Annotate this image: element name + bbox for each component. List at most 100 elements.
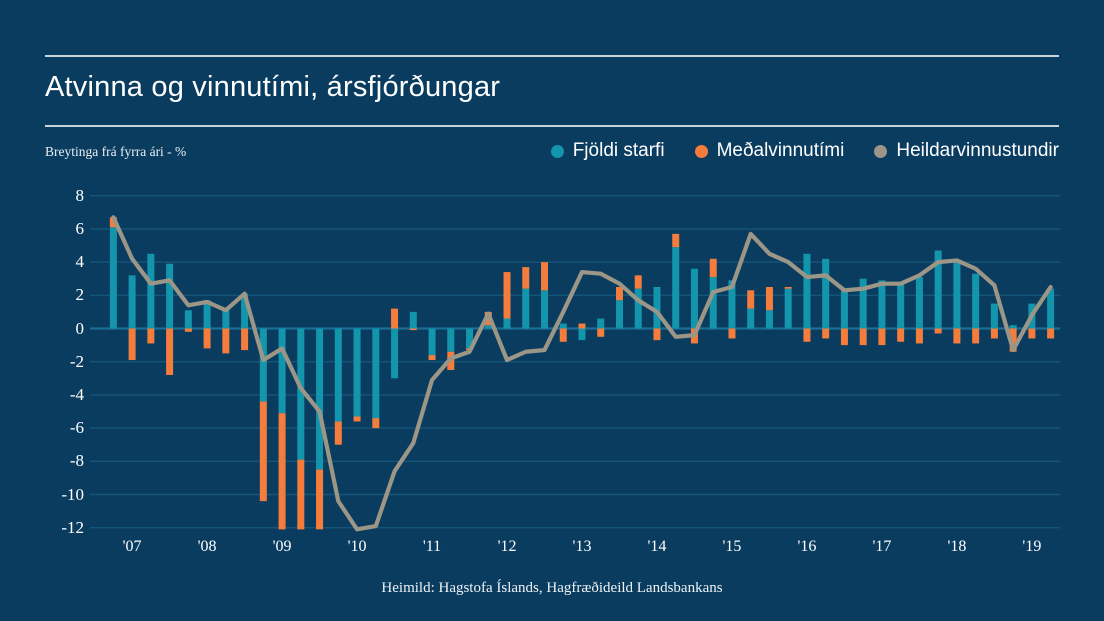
bar-segment-jobs	[522, 288, 530, 329]
bar-segment-jobs	[316, 328, 324, 470]
bar-segment-jobs	[259, 328, 267, 402]
bar-segment-jobs	[972, 273, 980, 329]
bar-segment-hours	[634, 275, 642, 289]
legend-item-jobs[interactable]: Fjöldi starfi	[550, 140, 665, 162]
bar-segment-jobs	[822, 258, 830, 329]
bar-segment-hours	[222, 328, 230, 354]
legend-item-total[interactable]: Heildarvinnustundir	[874, 140, 1059, 162]
bar-segment-jobs	[334, 328, 342, 422]
x-axis-tick-label: '19	[1022, 538, 1042, 555]
bar-segment-hours	[615, 287, 623, 301]
bar-segment-hours	[316, 469, 324, 530]
bar-segment-jobs	[653, 287, 661, 329]
page-title: Atvinna og vinnutími, ársfjórðungar	[45, 71, 501, 103]
bar-segment-jobs	[690, 268, 698, 329]
bar-segment-hours	[672, 233, 680, 248]
legend-label-hours: Meðalvinnutími	[716, 140, 845, 161]
bar-segment-jobs	[447, 328, 455, 352]
bar-segment-jobs	[784, 288, 792, 329]
gridlines	[90, 194, 1060, 529]
bar-segment-jobs	[409, 311, 417, 329]
x-axis-tick-label: '17	[872, 538, 892, 555]
bar-segment-jobs	[672, 247, 680, 329]
bar-segment-hours	[878, 328, 886, 346]
bar-segment-jobs	[166, 263, 174, 329]
bar-segment-jobs	[897, 283, 905, 329]
bar-segment-jobs	[578, 328, 586, 341]
bar-segment-jobs	[1047, 288, 1055, 329]
x-axis-tick-label: '09	[272, 538, 292, 555]
bar-segment-jobs	[1009, 325, 1017, 329]
bar-segment-hours	[409, 328, 417, 331]
bar-segment-jobs	[840, 290, 848, 329]
bar-segment-jobs	[859, 278, 867, 329]
bar-segment-jobs	[615, 300, 623, 329]
y-axis-tick-label: 6	[75, 218, 85, 238]
line-series-total	[111, 215, 1053, 532]
bar-segment-jobs	[541, 290, 549, 329]
bar-segment-hours	[372, 418, 380, 429]
bar-segment-hours	[334, 421, 342, 445]
bar-segment-jobs	[803, 253, 811, 329]
x-axis-tick-label: '16	[797, 538, 817, 555]
bar-segment-hours	[597, 328, 605, 337]
legend-dot-icon-jobs	[550, 144, 564, 158]
bar-segment-jobs	[128, 275, 136, 329]
bar-segment-hours	[972, 328, 980, 344]
bar-segment-jobs	[597, 318, 605, 329]
x-axis-tick-label: '18	[947, 538, 967, 555]
bar-segment-jobs	[428, 328, 436, 356]
bar-segment-hours	[1047, 328, 1055, 339]
bar-segment-hours	[184, 328, 192, 332]
x-axis-tick-label: '10	[347, 538, 367, 555]
bar-segment-hours	[1028, 328, 1036, 339]
x-axis-tick-label: '15	[722, 538, 742, 555]
bar-segment-jobs	[953, 262, 961, 329]
x-axis-tick-label: '13	[572, 538, 592, 555]
bar-segment-jobs	[484, 325, 492, 329]
source-note: Heimild: Hagstofa Íslands, Hagfræðideild…	[381, 580, 723, 596]
y-axis-tick-label: -6	[69, 418, 84, 438]
bar-segment-jobs	[147, 253, 155, 329]
legend-item-hours[interactable]: Meðalvinnutími	[694, 140, 845, 162]
bar-segment-jobs	[934, 250, 942, 329]
bar-segment-jobs	[278, 328, 286, 414]
top-rule	[45, 55, 1059, 57]
bar-segment-jobs	[372, 328, 380, 419]
y-axis-tick-label: -10	[61, 484, 84, 504]
bar-segment-hours	[709, 258, 717, 278]
y-axis-tick-label: 8	[75, 185, 85, 205]
x-axis-tick-label: '12	[497, 538, 517, 555]
chart-legend: Fjöldi starfi Meðalvinnutími Heildarvinn…	[550, 140, 1059, 162]
bar-segment-hours	[353, 416, 361, 422]
bar-segment-hours	[259, 401, 267, 502]
bar-segment-hours	[728, 328, 736, 339]
bar-segment-jobs	[559, 323, 567, 329]
x-axis-tick-label: '07	[122, 538, 142, 555]
bar-segment-jobs	[222, 308, 230, 329]
legend-label-jobs: Fjöldi starfi	[572, 140, 665, 161]
bar-segment-jobs	[184, 310, 192, 329]
bar-segment-hours	[278, 413, 286, 530]
bar-segment-jobs	[709, 277, 717, 329]
bar-segment-jobs	[747, 308, 755, 329]
y-axis-tick-label: -8	[69, 451, 84, 471]
bar-segment-jobs	[765, 310, 773, 329]
x-axis-tick-label: '14	[647, 538, 667, 555]
bar-segment-hours	[241, 328, 249, 351]
axis-subtitle: Breytinga frá fyrra ári - %	[45, 144, 187, 159]
y-axis-tick-label: 4	[75, 252, 85, 272]
bar-segment-hours	[840, 328, 848, 346]
y-axis-tick-label: 0	[75, 318, 85, 338]
bar-segment-hours	[503, 272, 511, 319]
bar-segment-hours	[990, 328, 998, 339]
bar-segment-hours	[428, 355, 436, 361]
bar-segment-jobs	[728, 280, 736, 329]
legend-label-total: Heildarvinnustundir	[896, 140, 1059, 161]
bar-segment-jobs	[241, 293, 249, 329]
bar-segment-hours	[578, 323, 586, 329]
bar-segment-jobs	[466, 328, 474, 349]
bar-segment-hours	[784, 287, 792, 289]
